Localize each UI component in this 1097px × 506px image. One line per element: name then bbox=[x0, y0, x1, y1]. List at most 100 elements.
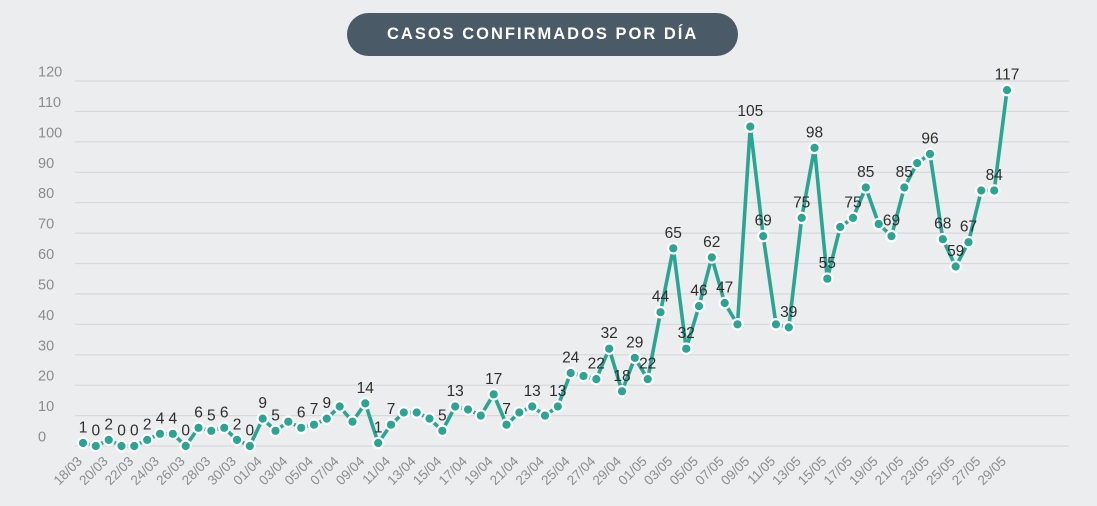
data-point-label: 44 bbox=[652, 289, 670, 306]
data-point-label: 69 bbox=[755, 213, 772, 230]
data-point-marker bbox=[217, 421, 231, 435]
data-point-label: 85 bbox=[896, 164, 913, 181]
data-point-marker bbox=[949, 260, 962, 273]
x-axis-label: 26/03 bbox=[153, 454, 188, 489]
data-point-label: 55 bbox=[819, 255, 836, 272]
data-point-marker bbox=[500, 418, 513, 431]
data-point-marker bbox=[512, 406, 526, 419]
x-axis-label: 27/05 bbox=[949, 454, 984, 489]
data-point-label: 6 bbox=[220, 404, 229, 421]
x-axis-label: 15/04 bbox=[410, 453, 445, 488]
data-point-marker bbox=[628, 351, 642, 365]
data-point-marker bbox=[115, 439, 128, 453]
data-point-marker bbox=[435, 424, 449, 438]
data-point-marker bbox=[371, 436, 385, 450]
data-point-marker bbox=[448, 400, 462, 413]
data-point-label: 5 bbox=[438, 407, 447, 424]
series-line bbox=[81, 88, 1009, 448]
data-point-marker bbox=[205, 424, 218, 438]
data-point-marker bbox=[756, 229, 770, 243]
data-point-label: 14 bbox=[357, 380, 375, 397]
data-point-marker bbox=[538, 409, 552, 422]
x-axis-label: 13/05 bbox=[769, 454, 804, 489]
data-point-label: 68 bbox=[934, 216, 951, 233]
y-axis-label: 50 bbox=[38, 277, 54, 293]
data-point-marker bbox=[192, 421, 205, 435]
chart-title: CASOS CONFIRMADOS POR DÍA bbox=[387, 25, 699, 43]
data-point-marker bbox=[346, 415, 359, 428]
data-point-label: 4 bbox=[168, 410, 177, 427]
data-point-marker bbox=[230, 433, 244, 447]
data-point-marker bbox=[718, 296, 731, 310]
data-point-marker bbox=[974, 184, 988, 197]
y-axis-label: 80 bbox=[38, 186, 54, 202]
data-point-label: 39 bbox=[780, 304, 797, 321]
data-point-label: 69 bbox=[883, 213, 900, 230]
data-point-marker bbox=[589, 372, 603, 386]
x-axis-label: 30/03 bbox=[205, 454, 240, 489]
data-point-marker bbox=[859, 181, 873, 194]
data-point-label: 47 bbox=[716, 280, 733, 297]
x-axis-label: 09/05 bbox=[718, 454, 753, 489]
data-point-label: 84 bbox=[986, 167, 1004, 184]
data-point-marker bbox=[577, 369, 590, 383]
data-point-marker bbox=[923, 147, 937, 161]
data-point-marker bbox=[692, 299, 706, 313]
data-point-marker bbox=[474, 409, 488, 422]
x-axis-label: 23/05 bbox=[898, 454, 933, 489]
data-point-marker bbox=[166, 427, 180, 441]
data-point-marker bbox=[281, 415, 295, 428]
data-point-marker bbox=[731, 317, 744, 331]
data-point-label: 117 bbox=[995, 67, 1020, 84]
x-axis-label: 23/04 bbox=[513, 453, 548, 488]
data-point-label: 24 bbox=[562, 350, 580, 367]
data-point-marker bbox=[269, 424, 282, 438]
data-point-label: 4 bbox=[156, 410, 165, 427]
data-point-label: 22 bbox=[639, 356, 656, 373]
x-axis-label: 05/04 bbox=[282, 453, 317, 488]
data-point-marker bbox=[153, 427, 167, 441]
data-point-marker bbox=[846, 211, 860, 225]
data-point-marker bbox=[910, 156, 924, 170]
data-point-marker bbox=[423, 412, 436, 425]
data-point-marker bbox=[679, 342, 693, 355]
data-point-label: 9 bbox=[258, 395, 267, 412]
data-point-label: 62 bbox=[703, 234, 720, 251]
data-point-marker bbox=[808, 141, 821, 155]
data-point-marker bbox=[705, 251, 719, 264]
data-point-label: 65 bbox=[665, 225, 682, 242]
data-point-label: 32 bbox=[678, 325, 695, 342]
data-point-label: 7 bbox=[387, 401, 396, 418]
data-point-label: 59 bbox=[947, 243, 964, 260]
x-axis-label: 18/03 bbox=[51, 454, 86, 489]
data-point-marker bbox=[564, 366, 577, 380]
data-point-marker bbox=[76, 436, 90, 450]
data-point-marker bbox=[102, 433, 115, 447]
data-point-marker bbox=[615, 384, 629, 398]
data-point-marker bbox=[179, 439, 192, 453]
y-axis-label: 100 bbox=[38, 125, 62, 141]
data-point-marker bbox=[897, 181, 911, 194]
x-axis-label: 29/04 bbox=[590, 453, 625, 488]
data-point-marker bbox=[307, 418, 321, 431]
data-point-label: 0 bbox=[117, 423, 126, 440]
data-point-marker bbox=[743, 120, 757, 133]
data-point-marker bbox=[872, 217, 885, 231]
data-point-marker bbox=[384, 418, 398, 431]
data-point-label: 2 bbox=[104, 416, 113, 433]
x-axis-label: 25/05 bbox=[923, 454, 958, 489]
data-point-label: 105 bbox=[737, 103, 763, 120]
data-point-label: 29 bbox=[626, 334, 643, 351]
data-point-label: 1 bbox=[79, 420, 88, 437]
x-axis-label: 07/05 bbox=[692, 454, 727, 489]
data-point-label: 22 bbox=[588, 356, 605, 373]
y-axis-label: 90 bbox=[38, 156, 54, 172]
data-point-label: 13 bbox=[524, 383, 541, 400]
x-axis-label: 17/04 bbox=[436, 453, 471, 488]
data-point-marker bbox=[1000, 83, 1014, 97]
data-point-label: 5 bbox=[207, 407, 216, 424]
data-point-marker bbox=[243, 439, 257, 453]
x-axis-label: 24/03 bbox=[128, 454, 163, 489]
